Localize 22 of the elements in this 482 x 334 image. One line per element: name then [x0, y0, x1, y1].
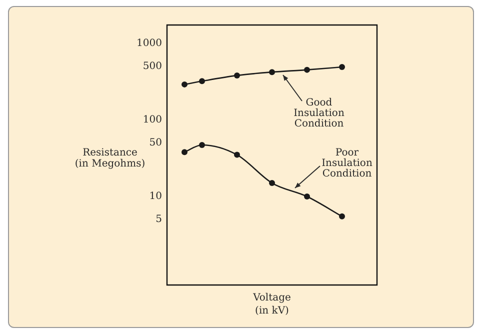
- y-tick-label: 500: [142, 60, 162, 72]
- point: [269, 69, 275, 76]
- y-tick-label: 50: [149, 138, 162, 149]
- point: [304, 66, 310, 73]
- point: [199, 78, 205, 84]
- x-axis-title: Voltage (in kV): [252, 292, 291, 317]
- y-axis-title: Resistance (in Megohms): [74, 148, 146, 170]
- y-tick-label: 5: [156, 214, 162, 226]
- y-tick-label: 1000: [136, 38, 162, 49]
- point: [269, 180, 275, 186]
- y-tick-label: 10: [149, 191, 162, 202]
- point: [234, 72, 240, 78]
- point: [339, 64, 345, 70]
- point: [199, 142, 205, 148]
- point: [182, 149, 188, 156]
- annotation: Good Insulation Condition: [294, 98, 345, 130]
- point: [339, 213, 345, 220]
- annotation: Poor Insulation Condition: [322, 148, 373, 180]
- point: [304, 194, 310, 200]
- point: [182, 81, 188, 88]
- y-tick-label: 100: [142, 114, 162, 126]
- point: [234, 152, 240, 158]
